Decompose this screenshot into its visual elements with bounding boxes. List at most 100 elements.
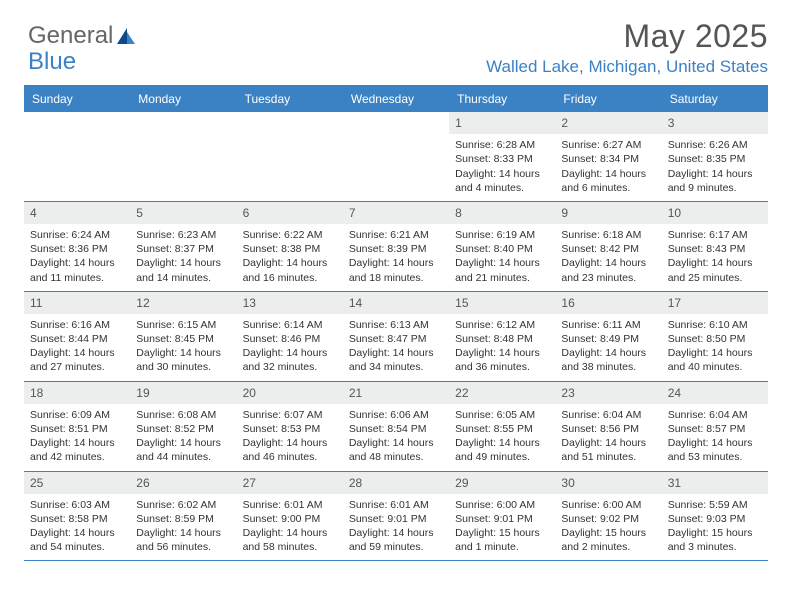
calendar-day: 16Sunrise: 6:11 AMSunset: 8:49 PMDayligh… bbox=[555, 292, 661, 381]
sunset-text: Sunset: 8:54 PM bbox=[349, 422, 443, 436]
calendar-day: 5Sunrise: 6:23 AMSunset: 8:37 PMDaylight… bbox=[130, 202, 236, 291]
calendar-week: 1Sunrise: 6:28 AMSunset: 8:33 PMDaylight… bbox=[24, 112, 768, 202]
sunset-text: Sunset: 8:42 PM bbox=[561, 242, 655, 256]
weekday-friday: Friday bbox=[555, 87, 661, 112]
sunset-text: Sunset: 8:46 PM bbox=[243, 332, 337, 346]
calendar-day: 20Sunrise: 6:07 AMSunset: 8:53 PMDayligh… bbox=[237, 382, 343, 471]
sunrise-text: Sunrise: 5:59 AM bbox=[668, 498, 762, 512]
daylight1-text: Daylight: 14 hours bbox=[668, 436, 762, 450]
sunset-text: Sunset: 8:47 PM bbox=[349, 332, 443, 346]
day-number: 15 bbox=[449, 292, 555, 314]
daylight2-text: and 9 minutes. bbox=[668, 181, 762, 195]
daylight2-text: and 6 minutes. bbox=[561, 181, 655, 195]
calendar-day: 10Sunrise: 6:17 AMSunset: 8:43 PMDayligh… bbox=[662, 202, 768, 291]
day-number: 2 bbox=[555, 112, 661, 134]
daylight1-text: Daylight: 14 hours bbox=[349, 526, 443, 540]
weekday-tuesday: Tuesday bbox=[237, 87, 343, 112]
sunset-text: Sunset: 8:55 PM bbox=[455, 422, 549, 436]
calendar-day: 13Sunrise: 6:14 AMSunset: 8:46 PMDayligh… bbox=[237, 292, 343, 381]
daylight1-text: Daylight: 14 hours bbox=[30, 436, 124, 450]
sunset-text: Sunset: 9:01 PM bbox=[349, 512, 443, 526]
day-number: 10 bbox=[662, 202, 768, 224]
sunrise-text: Sunrise: 6:02 AM bbox=[136, 498, 230, 512]
sunset-text: Sunset: 8:48 PM bbox=[455, 332, 549, 346]
calendar-week: 4Sunrise: 6:24 AMSunset: 8:36 PMDaylight… bbox=[24, 202, 768, 292]
daylight1-text: Daylight: 14 hours bbox=[455, 167, 549, 181]
calendar: Sunday Monday Tuesday Wednesday Thursday… bbox=[24, 85, 768, 561]
daylight2-text: and 14 minutes. bbox=[136, 271, 230, 285]
sunrise-text: Sunrise: 6:28 AM bbox=[455, 138, 549, 152]
day-number: 19 bbox=[130, 382, 236, 404]
daylight2-text: and 58 minutes. bbox=[243, 540, 337, 554]
day-number: 23 bbox=[555, 382, 661, 404]
sunrise-text: Sunrise: 6:24 AM bbox=[30, 228, 124, 242]
sunset-text: Sunset: 9:00 PM bbox=[243, 512, 337, 526]
daylight1-text: Daylight: 14 hours bbox=[243, 256, 337, 270]
sunset-text: Sunset: 8:50 PM bbox=[668, 332, 762, 346]
day-number: 5 bbox=[130, 202, 236, 224]
daylight1-text: Daylight: 14 hours bbox=[349, 436, 443, 450]
logo-text-blue-wrap: Blue bbox=[28, 48, 76, 76]
daylight2-text: and 42 minutes. bbox=[30, 450, 124, 464]
day-number: 29 bbox=[449, 472, 555, 494]
calendar-body: 1Sunrise: 6:28 AMSunset: 8:33 PMDaylight… bbox=[24, 112, 768, 561]
sunrise-text: Sunrise: 6:17 AM bbox=[668, 228, 762, 242]
sunrise-text: Sunrise: 6:06 AM bbox=[349, 408, 443, 422]
daylight1-text: Daylight: 14 hours bbox=[349, 346, 443, 360]
daylight2-text: and 16 minutes. bbox=[243, 271, 337, 285]
sunrise-text: Sunrise: 6:00 AM bbox=[455, 498, 549, 512]
daylight1-text: Daylight: 14 hours bbox=[30, 526, 124, 540]
daylight2-text: and 51 minutes. bbox=[561, 450, 655, 464]
sunrise-text: Sunrise: 6:14 AM bbox=[243, 318, 337, 332]
sunrise-text: Sunrise: 6:01 AM bbox=[243, 498, 337, 512]
calendar-day: 25Sunrise: 6:03 AMSunset: 8:58 PMDayligh… bbox=[24, 472, 130, 561]
sunset-text: Sunset: 8:43 PM bbox=[668, 242, 762, 256]
day-number: 31 bbox=[662, 472, 768, 494]
daylight2-text: and 27 minutes. bbox=[30, 360, 124, 374]
day-number: 7 bbox=[343, 202, 449, 224]
logo-text-general: General bbox=[28, 22, 113, 50]
calendar-day bbox=[343, 112, 449, 201]
day-number: 24 bbox=[662, 382, 768, 404]
daylight2-text: and 32 minutes. bbox=[243, 360, 337, 374]
day-number: 6 bbox=[237, 202, 343, 224]
daylight2-text: and 23 minutes. bbox=[561, 271, 655, 285]
daylight1-text: Daylight: 15 hours bbox=[668, 526, 762, 540]
sunrise-text: Sunrise: 6:18 AM bbox=[561, 228, 655, 242]
sunset-text: Sunset: 9:02 PM bbox=[561, 512, 655, 526]
sunrise-text: Sunrise: 6:16 AM bbox=[30, 318, 124, 332]
calendar-day: 17Sunrise: 6:10 AMSunset: 8:50 PMDayligh… bbox=[662, 292, 768, 381]
logo-text-blue: Blue bbox=[28, 48, 76, 75]
daylight1-text: Daylight: 14 hours bbox=[455, 436, 549, 450]
sunrise-text: Sunrise: 6:04 AM bbox=[668, 408, 762, 422]
sunset-text: Sunset: 8:57 PM bbox=[668, 422, 762, 436]
sunset-text: Sunset: 8:39 PM bbox=[349, 242, 443, 256]
daylight1-text: Daylight: 14 hours bbox=[30, 346, 124, 360]
day-number: 26 bbox=[130, 472, 236, 494]
daylight1-text: Daylight: 14 hours bbox=[455, 346, 549, 360]
sunset-text: Sunset: 8:33 PM bbox=[455, 152, 549, 166]
daylight2-text: and 2 minutes. bbox=[561, 540, 655, 554]
daylight1-text: Daylight: 14 hours bbox=[30, 256, 124, 270]
daylight2-text: and 44 minutes. bbox=[136, 450, 230, 464]
calendar-day bbox=[130, 112, 236, 201]
calendar-day: 30Sunrise: 6:00 AMSunset: 9:02 PMDayligh… bbox=[555, 472, 661, 561]
daylight2-text: and 40 minutes. bbox=[668, 360, 762, 374]
day-number: 8 bbox=[449, 202, 555, 224]
daylight1-text: Daylight: 14 hours bbox=[668, 167, 762, 181]
day-number: 3 bbox=[662, 112, 768, 134]
calendar-day: 27Sunrise: 6:01 AMSunset: 9:00 PMDayligh… bbox=[237, 472, 343, 561]
day-number: 11 bbox=[24, 292, 130, 314]
daylight1-text: Daylight: 14 hours bbox=[349, 256, 443, 270]
sunrise-text: Sunrise: 6:08 AM bbox=[136, 408, 230, 422]
day-number: 12 bbox=[130, 292, 236, 314]
daylight2-text: and 56 minutes. bbox=[136, 540, 230, 554]
daylight1-text: Daylight: 14 hours bbox=[561, 436, 655, 450]
weekday-sunday: Sunday bbox=[24, 87, 130, 112]
weekday-header-row: Sunday Monday Tuesday Wednesday Thursday… bbox=[24, 87, 768, 112]
logo: General bbox=[28, 22, 137, 50]
daylight2-text: and 18 minutes. bbox=[349, 271, 443, 285]
calendar-day: 22Sunrise: 6:05 AMSunset: 8:55 PMDayligh… bbox=[449, 382, 555, 471]
day-number: 4 bbox=[24, 202, 130, 224]
sunrise-text: Sunrise: 6:21 AM bbox=[349, 228, 443, 242]
